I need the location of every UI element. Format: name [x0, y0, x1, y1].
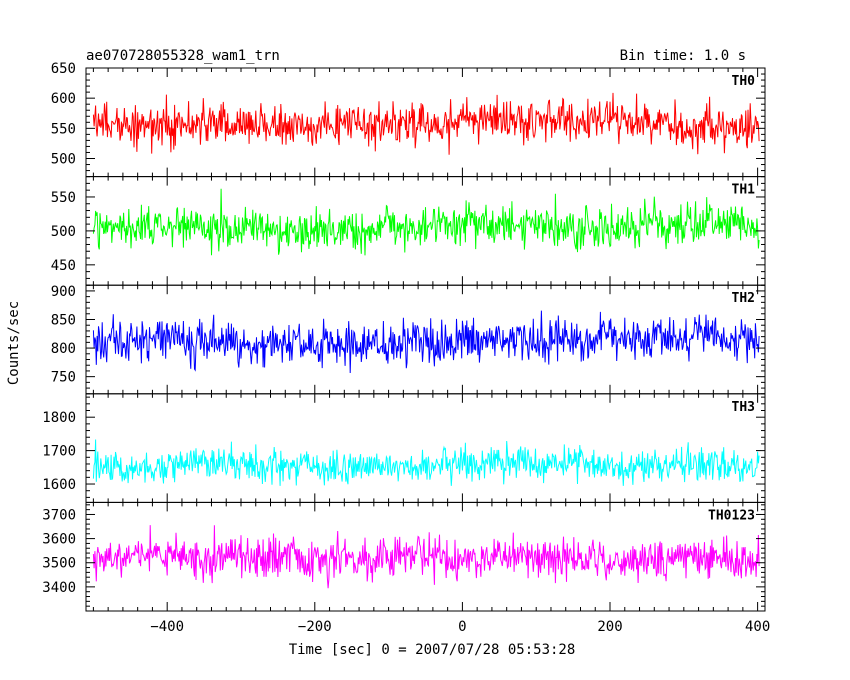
x-tick-label: −200: [298, 619, 332, 635]
y-tick-label: 550: [51, 190, 76, 206]
y-tick-label: 1700: [42, 444, 76, 460]
series-line-th0: [92, 92, 760, 155]
panel-th2: TH2 750 800 850 900: [51, 284, 766, 395]
y-tick-label: 750: [51, 370, 76, 386]
series-line-th2: [92, 310, 760, 374]
y-tick-label: 500: [51, 152, 76, 168]
x-tick-label: 200: [597, 619, 622, 635]
panel-label-th0123: TH0123: [708, 508, 755, 523]
y-tick-label: 650: [51, 61, 76, 77]
x-tick-label: 0: [458, 619, 466, 635]
panel-th0: TH0 500 550 600 650: [51, 61, 766, 178]
y-tick-label: 600: [51, 91, 76, 107]
y-tick-label: 3700: [42, 507, 76, 523]
x-axis: −400 −200 0 200 400: [150, 619, 770, 635]
y-tick-label: 1800: [42, 410, 76, 426]
panel-label-th3: TH3: [732, 400, 755, 415]
x-tick-label: 400: [745, 619, 770, 635]
panel-th1: TH1 450 500 550: [51, 176, 766, 286]
x-axis-label: Time [sec] 0 = 2007/07/28 05:53:28: [289, 642, 576, 658]
y-tick-label: 800: [51, 341, 76, 357]
x-tick-label: −400: [150, 619, 184, 635]
panel-label-th2: TH2: [732, 291, 755, 306]
series-line-th3: [92, 439, 760, 486]
plot-title: ae070728055328_wam1_trn: [86, 48, 280, 64]
y-tick-label: 550: [51, 121, 76, 137]
bin-time-label: Bin time: 1.0 s: [620, 48, 746, 64]
y-tick-label: 450: [51, 258, 76, 274]
panel-th0123: TH0123 3400 3500 3600 3700: [42, 501, 766, 612]
panel-frame: [85, 501, 766, 612]
series-line-th1: [92, 188, 760, 256]
y-tick-label: 1600: [42, 477, 76, 493]
panel-label-th1: TH1: [732, 183, 756, 198]
panel-frame: [85, 393, 766, 503]
y-tick-label: 900: [51, 284, 76, 300]
y-axis-label: Counts/sec: [6, 301, 22, 385]
y-tick-label: 3400: [42, 580, 76, 596]
y-tick-label: 3600: [42, 532, 76, 548]
panel-label-th0: TH0: [732, 74, 756, 89]
series-line-th0123: [92, 525, 760, 589]
y-tick-label: 3500: [42, 556, 76, 572]
panels-layer: TH0 500 550 600 650 TH1 450 500 550 TH2 750 800 850 9…: [42, 61, 766, 612]
y-tick-label: 500: [51, 224, 76, 240]
y-tick-label: 850: [51, 312, 76, 328]
panel-th3: TH3 1600 1700 1800: [42, 393, 766, 503]
